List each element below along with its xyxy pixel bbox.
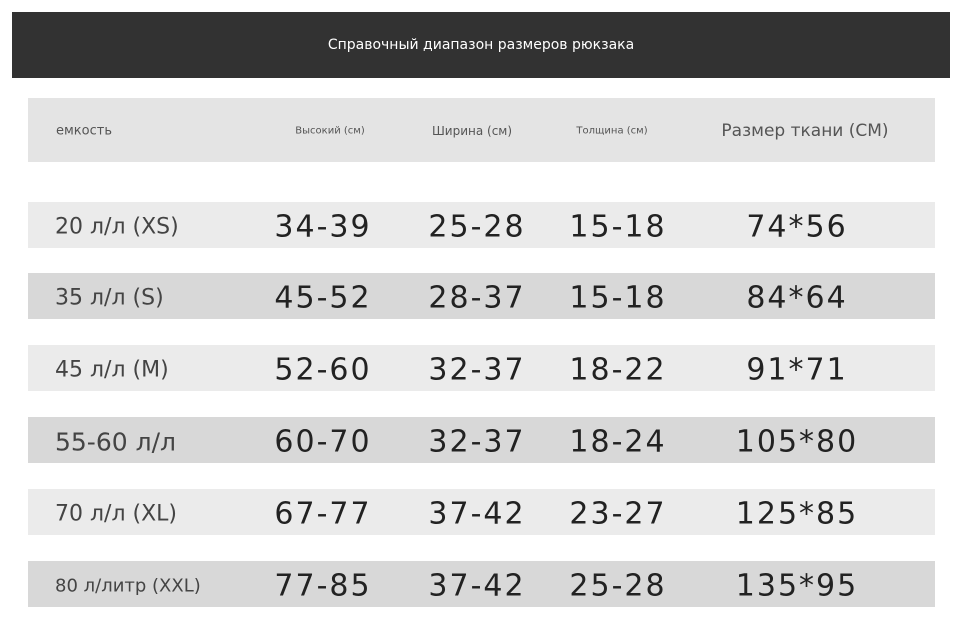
cell-value: 37-42 — [428, 496, 526, 532]
title: Справочный диапазон размеров рюкзака — [327, 37, 635, 53]
cell-value: 60-70 — [274, 424, 372, 460]
cell-value: 32-37 — [428, 424, 526, 460]
cell-value: 18-24 — [569, 424, 667, 460]
cell-value: 15-18 — [569, 280, 667, 316]
cell-value: 135*95 — [735, 568, 859, 604]
cell-value: 32-37 — [428, 352, 526, 388]
cell-value: 105*80 — [735, 424, 859, 460]
row-label: 45 л/л (M) — [55, 357, 169, 383]
row-label: 20 л/л (XS) — [55, 214, 179, 240]
cell-value: 125*85 — [735, 496, 859, 532]
cell-value: 52-60 — [274, 352, 372, 388]
column-header: Размер ткани (СМ) — [721, 121, 889, 141]
column-header: Толщина (см) — [576, 125, 648, 137]
cell-value: 45-52 — [274, 280, 372, 316]
cell-value: 25-28 — [428, 209, 526, 245]
cell-value: 34-39 — [274, 209, 372, 245]
cell-value: 37-42 — [428, 568, 526, 604]
header-row — [28, 98, 935, 162]
column-header: емкость — [56, 123, 112, 139]
column-header: Ширина (см) — [431, 124, 513, 138]
table-row — [28, 417, 935, 463]
cell-value: 77-85 — [274, 568, 372, 604]
row-label: 80 л/литр (XXL) — [55, 575, 201, 597]
cell-value: 15-18 — [569, 209, 667, 245]
table-row — [28, 202, 935, 248]
cell-value: 28-37 — [428, 280, 526, 316]
cell-value: 25-28 — [569, 568, 667, 604]
row-label: 55-60 л/л — [55, 427, 176, 457]
cell-value: 18-22 — [569, 352, 667, 388]
cell-value: 74*56 — [746, 209, 848, 245]
row-label: 70 л/л (XL) — [55, 501, 178, 527]
cell-value: 23-27 — [569, 496, 667, 532]
cell-value: 84*64 — [746, 280, 848, 316]
row-label: 35 л/л (S) — [55, 285, 164, 311]
title-bar — [12, 12, 950, 78]
table-row — [28, 561, 935, 607]
column-header: Высокий (см) — [295, 125, 365, 137]
cell-value: 91*71 — [746, 352, 848, 388]
table-row — [28, 273, 935, 319]
cell-value: 67-77 — [274, 496, 372, 532]
table-row — [28, 489, 935, 535]
table-row — [28, 345, 935, 391]
